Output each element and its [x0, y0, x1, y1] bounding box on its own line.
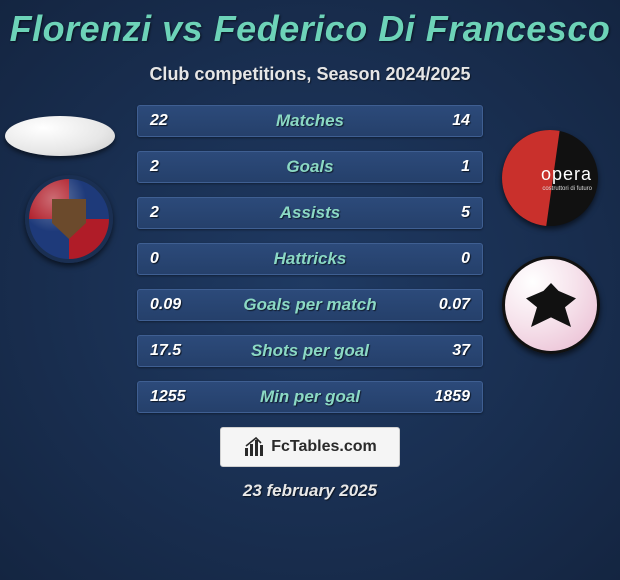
fctables-logo-icon — [243, 436, 265, 458]
stat-right-value: 1859 — [402, 388, 482, 406]
brand-box: FcTables.com — [220, 427, 400, 467]
badge-top-left-ellipse — [5, 116, 115, 156]
stat-right-value: 1 — [402, 158, 482, 176]
comparison-date: 23 february 2025 — [0, 481, 620, 501]
stat-right-value: 5 — [402, 204, 482, 222]
stat-left-value: 0 — [138, 250, 218, 268]
stat-label: Assists — [218, 203, 402, 223]
stat-right-value: 37 — [402, 342, 482, 360]
stat-label: Matches — [218, 111, 402, 131]
stat-right-value: 14 — [402, 112, 482, 130]
stat-left-value: 22 — [138, 112, 218, 130]
stat-label: Min per goal — [218, 387, 402, 407]
stat-left-value: 1255 — [138, 388, 218, 406]
stat-row: 0.09Goals per match0.07 — [137, 289, 483, 321]
opera-text: opera — [541, 164, 592, 185]
stat-right-value: 0 — [402, 250, 482, 268]
badge-opera-jersey: opera costruttori di futuro — [502, 130, 598, 226]
stat-left-value: 0.09 — [138, 296, 218, 314]
stat-label: Goals — [218, 157, 402, 177]
stat-label: Goals per match — [218, 295, 402, 315]
stat-row: 1255Min per goal1859 — [137, 381, 483, 413]
stat-left-value: 17.5 — [138, 342, 218, 360]
stat-row: 2Goals1 — [137, 151, 483, 183]
opera-subtext: costruttori di futuro — [542, 186, 592, 192]
palermo-eagle-icon — [526, 283, 576, 327]
badge-cosenza — [25, 175, 113, 263]
stat-row: 2Assists5 — [137, 197, 483, 229]
page-title: Florenzi vs Federico Di Francesco — [0, 0, 620, 50]
stat-label: Shots per goal — [218, 341, 402, 361]
stat-left-value: 2 — [138, 204, 218, 222]
stat-row: 17.5Shots per goal37 — [137, 335, 483, 367]
stats-table: 22Matches142Goals12Assists50Hattricks00.… — [137, 105, 483, 413]
stat-label: Hattricks — [218, 249, 402, 269]
stat-row: 22Matches14 — [137, 105, 483, 137]
stat-row: 0Hattricks0 — [137, 243, 483, 275]
stat-right-value: 0.07 — [402, 296, 482, 314]
stat-left-value: 2 — [138, 158, 218, 176]
badge-palermo — [502, 256, 600, 354]
page-subtitle: Club competitions, Season 2024/2025 — [0, 64, 620, 85]
cosenza-shield-icon — [52, 199, 86, 239]
brand-text: FcTables.com — [271, 438, 377, 456]
